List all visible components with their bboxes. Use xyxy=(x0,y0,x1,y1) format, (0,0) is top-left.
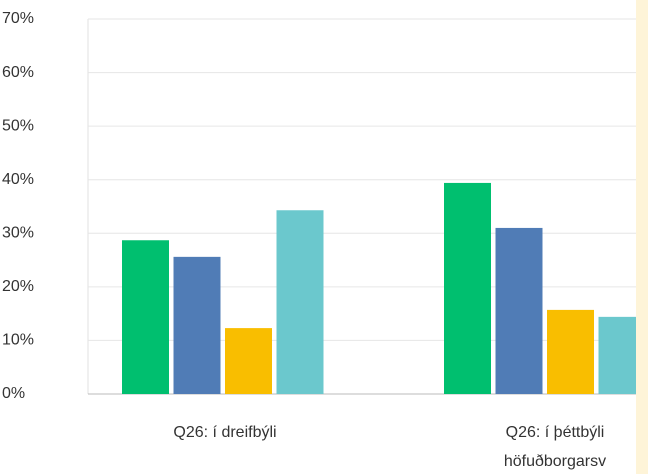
x-tick-label: Q26: í dreifbýli xyxy=(173,424,277,441)
bar xyxy=(225,328,272,394)
bar xyxy=(173,256,221,394)
y-tick-label: 0% xyxy=(2,385,25,402)
side-panel-edge xyxy=(636,0,648,474)
bar xyxy=(598,316,636,394)
bar xyxy=(495,227,543,394)
bar xyxy=(122,240,169,394)
y-tick-label: 40% xyxy=(2,171,34,188)
bar xyxy=(444,182,491,394)
bar xyxy=(276,210,324,394)
y-tick-label: 70% xyxy=(2,10,34,27)
x-tick-label: Q26: í þéttbýli höfuðborgarsv xyxy=(503,424,607,470)
y-tick-label: 60% xyxy=(2,64,34,81)
y-tick-label: 20% xyxy=(2,278,34,295)
y-tick-label: 30% xyxy=(2,225,34,242)
y-tick-label: 50% xyxy=(2,117,34,134)
bar xyxy=(547,309,594,394)
y-tick-label: 10% xyxy=(2,332,34,349)
